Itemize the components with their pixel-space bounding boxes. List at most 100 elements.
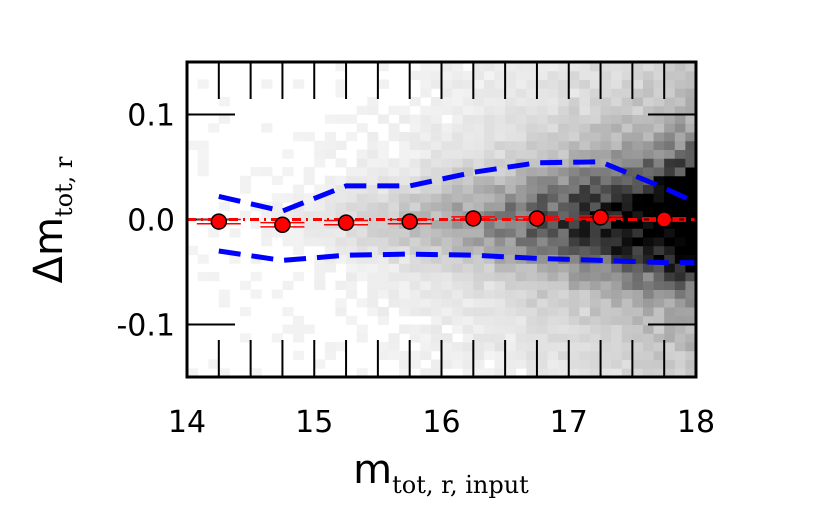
heatmap-cell	[346, 202, 358, 212]
heatmap-cell	[505, 289, 517, 299]
heatmap-cell	[473, 298, 485, 308]
heatmap-cell	[536, 324, 549, 334]
heatmap-cell	[356, 254, 368, 264]
heatmap-cell	[208, 359, 220, 369]
heatmap-cell	[536, 149, 549, 159]
heatmap-cell	[642, 140, 655, 150]
heatmap-cell	[536, 140, 549, 150]
heatmap-cell	[621, 324, 633, 334]
heatmap-cell	[621, 149, 633, 159]
heatmap-cell	[664, 105, 676, 115]
heatmap-cell	[430, 315, 442, 325]
heatmap-cell	[611, 158, 623, 168]
heatmap-cell	[664, 228, 676, 238]
heatmap-cell	[282, 228, 294, 238]
heatmap-cell	[547, 228, 559, 238]
heatmap-cell	[536, 202, 549, 212]
heatmap-cell	[558, 315, 570, 325]
heatmap-cell	[685, 132, 697, 142]
heatmap-cell	[664, 280, 676, 290]
heatmap-cell	[430, 263, 442, 273]
heatmap-cell	[356, 298, 368, 308]
heatmap-cell	[473, 263, 485, 273]
heatmap-cell	[621, 123, 633, 133]
heatmap-cell	[420, 184, 432, 194]
heatmap-cell	[600, 70, 612, 80]
heatmap-cell	[314, 280, 326, 290]
median-point	[337, 214, 355, 231]
heatmap-cell	[611, 272, 623, 282]
heatmap-cell	[494, 62, 506, 72]
heatmap-cell	[367, 228, 379, 238]
heatmap-cell	[600, 79, 612, 89]
heatmap-cell	[303, 193, 315, 203]
heatmap-cell	[653, 184, 665, 194]
heatmap-cell	[494, 140, 506, 150]
heatmap-cell	[674, 219, 686, 229]
heatmap-cell	[293, 228, 305, 238]
heatmap-cell	[462, 324, 474, 334]
heatmap-cell	[642, 315, 655, 325]
heatmap-cell	[568, 350, 580, 360]
heatmap-cell	[430, 254, 442, 264]
heatmap-cell	[271, 333, 283, 343]
heatmap-cell	[642, 167, 655, 177]
heatmap-cell	[388, 298, 400, 308]
heatmap-cell	[505, 228, 517, 238]
heatmap-cell	[611, 70, 623, 80]
heatmap-cell	[536, 228, 549, 238]
heatmap-cell	[483, 228, 496, 238]
heatmap-cell	[632, 333, 644, 343]
heatmap-cell	[271, 193, 283, 203]
heatmap-cell	[452, 70, 464, 80]
heatmap-cell	[632, 359, 644, 369]
heatmap-cell	[664, 359, 676, 369]
heatmap-cell	[526, 123, 538, 133]
heatmap-cell	[653, 62, 665, 72]
heatmap-cell	[483, 350, 496, 360]
heatmap-cell	[420, 105, 432, 115]
heatmap-cell	[579, 333, 591, 343]
heatmap-cell	[589, 324, 602, 334]
heatmap-cell	[515, 184, 527, 194]
heatmap-cell	[611, 307, 623, 317]
heatmap-cell	[653, 158, 665, 168]
heatmap-cell	[674, 175, 686, 185]
heatmap-cell	[611, 193, 623, 203]
heatmap-cell	[547, 307, 559, 317]
heatmap-cell	[579, 342, 591, 352]
heatmap-cell	[621, 272, 633, 282]
heatmap-cell	[335, 228, 347, 238]
heatmap-cell	[388, 342, 400, 352]
heatmap-cell	[621, 132, 633, 142]
heatmap-cell	[568, 202, 580, 212]
heatmap-cell	[632, 114, 644, 124]
heatmap-cell	[558, 114, 570, 124]
heatmap-cell	[558, 79, 570, 89]
heatmap-cell	[420, 158, 432, 168]
heatmap-cell	[526, 202, 538, 212]
heatmap-cell	[462, 245, 474, 255]
heatmap-cell	[218, 368, 230, 378]
heatmap-cell	[515, 263, 527, 273]
heatmap-cell	[558, 237, 570, 247]
heatmap-cell	[409, 184, 421, 194]
heatmap-cell	[568, 193, 580, 203]
heatmap-cell	[505, 368, 517, 378]
heatmap-cell	[515, 289, 527, 299]
heatmap-cell	[462, 254, 474, 264]
heatmap-cell	[664, 368, 676, 378]
heatmap-cell	[664, 350, 676, 360]
heatmap-cell	[685, 202, 697, 212]
heatmap-cell	[526, 175, 538, 185]
heatmap-cell	[600, 202, 612, 212]
heatmap-cell	[452, 350, 464, 360]
heatmap-cell	[250, 272, 262, 282]
heatmap-cell	[452, 342, 464, 352]
heatmap-cell	[367, 245, 379, 255]
heatmap-cell	[324, 202, 336, 212]
heatmap-cell	[589, 298, 602, 308]
heatmap-cell	[494, 219, 506, 229]
heatmap-cell	[367, 280, 379, 290]
heatmap-cell	[483, 105, 496, 115]
